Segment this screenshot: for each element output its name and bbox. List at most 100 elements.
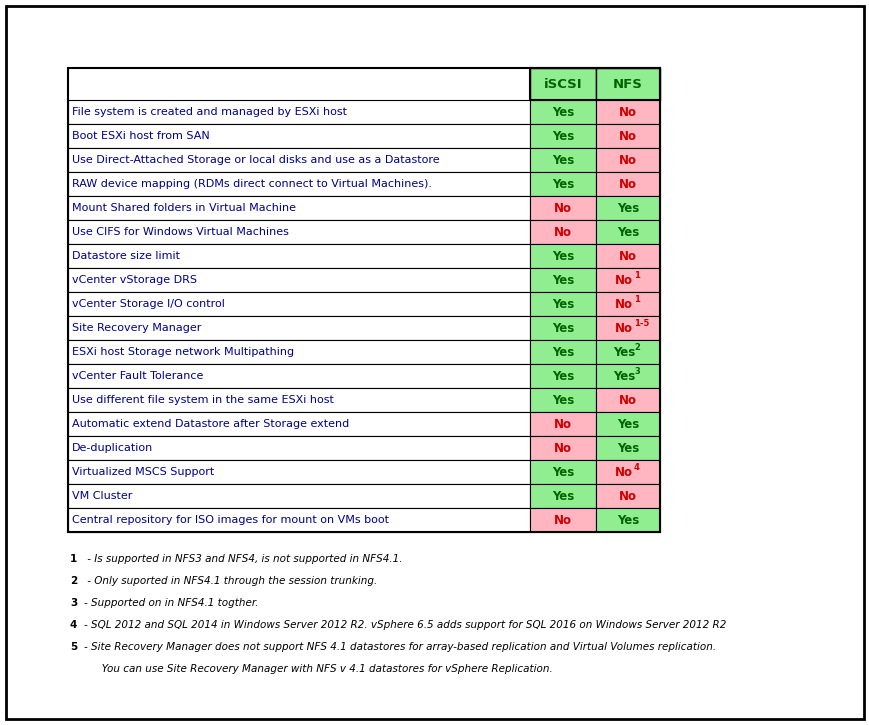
Bar bbox=[529, 268, 595, 292]
Bar bbox=[529, 68, 660, 100]
Text: Yes: Yes bbox=[616, 225, 639, 239]
Bar bbox=[529, 364, 595, 388]
Bar bbox=[529, 484, 595, 508]
Text: 2: 2 bbox=[70, 576, 77, 586]
Bar bbox=[529, 68, 595, 100]
Bar bbox=[68, 340, 529, 364]
Bar bbox=[595, 244, 660, 268]
Text: Use different file system in the same ESXi host: Use different file system in the same ES… bbox=[72, 395, 334, 405]
Text: No: No bbox=[618, 178, 636, 191]
Bar bbox=[595, 220, 660, 244]
Text: Yes: Yes bbox=[612, 346, 634, 358]
Text: Yes: Yes bbox=[616, 442, 639, 455]
Bar bbox=[595, 100, 660, 124]
Bar bbox=[68, 316, 529, 340]
Bar bbox=[529, 100, 595, 124]
Bar bbox=[68, 196, 529, 220]
Text: File system is created and managed by ESXi host: File system is created and managed by ES… bbox=[72, 107, 347, 117]
Text: Yes: Yes bbox=[551, 370, 574, 383]
Text: Boot ESXi host from SAN: Boot ESXi host from SAN bbox=[72, 131, 209, 141]
Text: 4: 4 bbox=[634, 463, 639, 471]
Text: You can use Site Recovery Manager with NFS v 4.1 datastores for vSphere Replicat: You can use Site Recovery Manager with N… bbox=[92, 664, 552, 674]
Text: Yes: Yes bbox=[616, 418, 639, 431]
Bar bbox=[68, 388, 529, 412]
Text: No: No bbox=[618, 130, 636, 143]
Bar bbox=[595, 292, 660, 316]
Text: Yes: Yes bbox=[551, 154, 574, 167]
Text: No: No bbox=[618, 106, 636, 118]
Text: - Is supported in NFS3 and NFS4, is not supported in NFS4.1.: - Is supported in NFS3 and NFS4, is not … bbox=[84, 554, 402, 564]
Bar bbox=[68, 172, 529, 196]
Text: No: No bbox=[618, 154, 636, 167]
Bar bbox=[529, 220, 595, 244]
Bar bbox=[595, 484, 660, 508]
Text: Yes: Yes bbox=[551, 394, 574, 407]
Text: Yes: Yes bbox=[551, 297, 574, 310]
Text: Use CIFS for Windows Virtual Machines: Use CIFS for Windows Virtual Machines bbox=[72, 227, 289, 237]
Bar bbox=[68, 220, 529, 244]
Text: iSCSI: iSCSI bbox=[543, 78, 581, 91]
Bar bbox=[529, 148, 595, 172]
Text: Central repository for ISO images for mount on VMs boot: Central repository for ISO images for mo… bbox=[72, 515, 388, 525]
Text: Yes: Yes bbox=[551, 106, 574, 118]
Bar bbox=[595, 148, 660, 172]
Bar bbox=[529, 388, 595, 412]
Bar bbox=[529, 196, 595, 220]
Text: Yes: Yes bbox=[551, 465, 574, 478]
Bar bbox=[68, 412, 529, 436]
Text: Yes: Yes bbox=[551, 346, 574, 358]
Text: 1: 1 bbox=[634, 270, 639, 280]
Bar bbox=[529, 172, 595, 196]
Bar bbox=[68, 436, 529, 460]
Text: No: No bbox=[554, 202, 571, 215]
Text: Yes: Yes bbox=[551, 249, 574, 262]
Text: - Supported on in NFS4.1 togther.: - Supported on in NFS4.1 togther. bbox=[84, 598, 258, 608]
Text: No: No bbox=[618, 249, 636, 262]
Text: Yes: Yes bbox=[616, 202, 639, 215]
Text: RAW device mapping (RDMs direct connect to Virtual Machines).: RAW device mapping (RDMs direct connect … bbox=[72, 179, 432, 189]
Text: vCenter vStorage DRS: vCenter vStorage DRS bbox=[72, 275, 196, 285]
Text: Mount Shared folders in Virtual Machine: Mount Shared folders in Virtual Machine bbox=[72, 203, 295, 213]
Bar bbox=[529, 244, 595, 268]
Text: Yes: Yes bbox=[616, 513, 639, 526]
Text: Site Recovery Manager: Site Recovery Manager bbox=[72, 323, 201, 333]
Bar bbox=[68, 460, 529, 484]
Text: Datastore size limit: Datastore size limit bbox=[72, 251, 180, 261]
Bar bbox=[68, 508, 529, 532]
Text: ESXi host Storage network Multipathing: ESXi host Storage network Multipathing bbox=[72, 347, 294, 357]
Text: 3: 3 bbox=[634, 367, 639, 376]
Bar bbox=[68, 148, 529, 172]
Text: Yes: Yes bbox=[551, 273, 574, 286]
Bar bbox=[529, 436, 595, 460]
Text: 2: 2 bbox=[634, 342, 639, 352]
Text: 1-5: 1-5 bbox=[634, 318, 648, 328]
Text: No: No bbox=[554, 225, 571, 239]
Text: No: No bbox=[618, 489, 636, 502]
Bar bbox=[68, 124, 529, 148]
Bar bbox=[529, 460, 595, 484]
Text: 1: 1 bbox=[634, 294, 639, 304]
Text: No: No bbox=[554, 418, 571, 431]
Bar bbox=[529, 508, 595, 532]
Bar bbox=[68, 292, 529, 316]
Bar bbox=[529, 340, 595, 364]
Bar bbox=[68, 484, 529, 508]
Bar bbox=[595, 316, 660, 340]
Bar bbox=[595, 68, 660, 100]
Text: vCenter Storage I/O control: vCenter Storage I/O control bbox=[72, 299, 224, 309]
Text: Yes: Yes bbox=[551, 130, 574, 143]
Bar bbox=[68, 244, 529, 268]
Text: NFS: NFS bbox=[613, 78, 642, 91]
Bar bbox=[529, 292, 595, 316]
Text: 1: 1 bbox=[70, 554, 77, 564]
Bar bbox=[595, 196, 660, 220]
Text: De-duplication: De-duplication bbox=[72, 443, 153, 453]
Bar bbox=[529, 412, 595, 436]
Bar bbox=[68, 100, 529, 124]
Bar bbox=[595, 508, 660, 532]
Text: No: No bbox=[554, 513, 571, 526]
Text: No: No bbox=[554, 442, 571, 455]
Text: No: No bbox=[614, 465, 633, 478]
Bar bbox=[529, 316, 595, 340]
Bar bbox=[529, 124, 595, 148]
